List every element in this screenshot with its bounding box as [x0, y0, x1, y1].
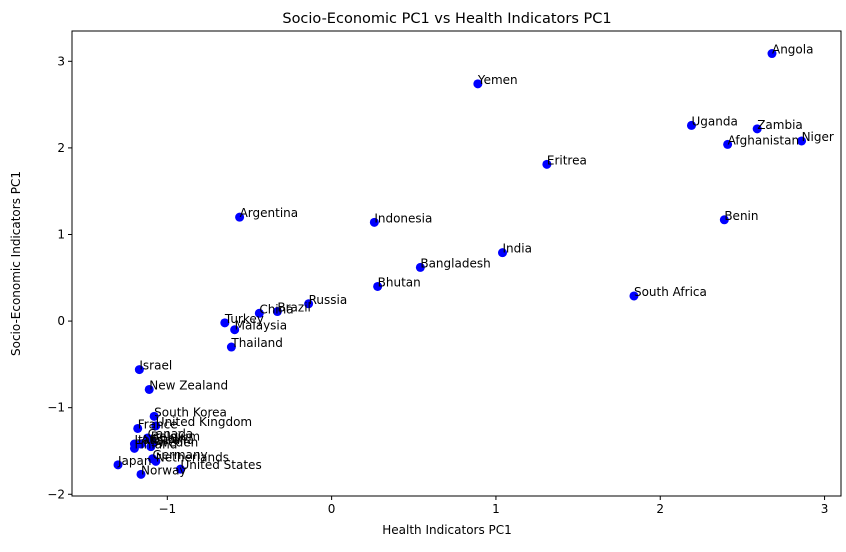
- point-label: Finland: [134, 437, 177, 451]
- point-label: Italy: [134, 433, 160, 447]
- point-label: Niger: [802, 130, 834, 144]
- point-label: United Kingdom: [156, 415, 252, 429]
- y-axis-label: Socio-Economic Indicators PC1: [9, 171, 23, 356]
- point-label: Bangladesh: [420, 256, 490, 270]
- point-label: New Zealand: [149, 378, 228, 392]
- point-label: Germany: [153, 448, 208, 462]
- data-point: [146, 442, 156, 452]
- point-label: Norway: [141, 463, 187, 477]
- point-label: Israel: [139, 359, 172, 373]
- data-point: [151, 421, 161, 431]
- point-label: Turkey: [224, 312, 264, 326]
- y-tick-label: 0: [57, 314, 65, 328]
- point-label: India: [503, 242, 532, 256]
- plot-frame: [71, 30, 842, 497]
- point-label: Belgium: [151, 430, 200, 444]
- data-point: [542, 159, 552, 169]
- point-label: Russia: [309, 293, 348, 307]
- point-label: Canada: [148, 427, 194, 441]
- data-point: [226, 342, 236, 352]
- data-point: [473, 79, 483, 89]
- x-axis: −1 0 1 2 3: [158, 496, 828, 516]
- point-label: Japan: [117, 454, 151, 468]
- y-axis: −2 −1 0 1 2 3: [47, 54, 72, 501]
- y-tick-label: 1: [57, 227, 65, 241]
- data-point: [175, 464, 185, 474]
- data-point: [230, 325, 240, 335]
- data-point: [723, 139, 733, 149]
- point-label: United States: [180, 458, 261, 472]
- x-tick-label: 2: [656, 502, 664, 516]
- x-tick-label: 3: [821, 502, 829, 516]
- point-label: Thailand: [230, 336, 283, 350]
- point-label: Sweden: [151, 436, 198, 450]
- chart-title: Socio-Economic PC1 vs Health Indicators …: [282, 11, 611, 27]
- data-point: [369, 217, 379, 227]
- y-tick-label: 3: [57, 54, 65, 68]
- y-tick-label: −2: [47, 487, 65, 501]
- data-point: [752, 124, 762, 134]
- point-label: Angola: [772, 43, 813, 57]
- data-point: [629, 291, 639, 301]
- data-point: [220, 318, 230, 328]
- point-label: Netherlands: [156, 450, 229, 464]
- data-point: [151, 456, 161, 466]
- data-point: [235, 212, 245, 222]
- point-label: Zambia: [757, 118, 803, 132]
- data-point: [719, 215, 729, 225]
- x-tick-label: 0: [328, 502, 336, 516]
- point-label: Eritrea: [547, 153, 587, 167]
- data-point: [113, 460, 123, 470]
- data-point: [415, 262, 425, 272]
- data-point: [134, 365, 144, 375]
- data-point: [136, 439, 146, 449]
- point-label: Australia: [141, 433, 194, 447]
- data-point: [304, 299, 314, 309]
- point-label: Indonesia: [374, 211, 432, 225]
- point-label: France: [138, 417, 178, 431]
- data-point: [767, 49, 777, 59]
- point-label: Benin: [724, 209, 758, 223]
- point-label: South Africa: [634, 285, 707, 299]
- data-point: [149, 411, 159, 421]
- point-label: Yemen: [477, 73, 518, 87]
- point-label: South Korea: [154, 405, 227, 419]
- point-label: Argentina: [240, 206, 299, 220]
- x-tick-label: 1: [492, 502, 500, 516]
- data-point: [373, 281, 383, 291]
- point-label: Brazil: [277, 301, 311, 315]
- point-label: Bhutan: [378, 275, 421, 289]
- data-point: [797, 136, 807, 146]
- data-point: [498, 248, 508, 258]
- data-point: [133, 423, 143, 433]
- point-label: Spain: [153, 431, 187, 445]
- data-point: [254, 308, 264, 318]
- data-point: [686, 120, 696, 130]
- y-tick-label: 2: [57, 141, 65, 155]
- point-label: Malaysia: [235, 319, 287, 333]
- point-label: China: [259, 302, 293, 316]
- data-point: [272, 307, 282, 317]
- data-point: [136, 469, 146, 479]
- data-point: [144, 384, 154, 394]
- y-tick-label: −1: [47, 401, 65, 415]
- point-label: Uganda: [691, 114, 737, 128]
- x-axis-label: Health Indicators PC1: [382, 523, 512, 537]
- points-layer: [113, 49, 807, 479]
- point-label: Afghanistan: [728, 133, 799, 147]
- x-tick-label: −1: [158, 502, 176, 516]
- data-point: [129, 443, 139, 453]
